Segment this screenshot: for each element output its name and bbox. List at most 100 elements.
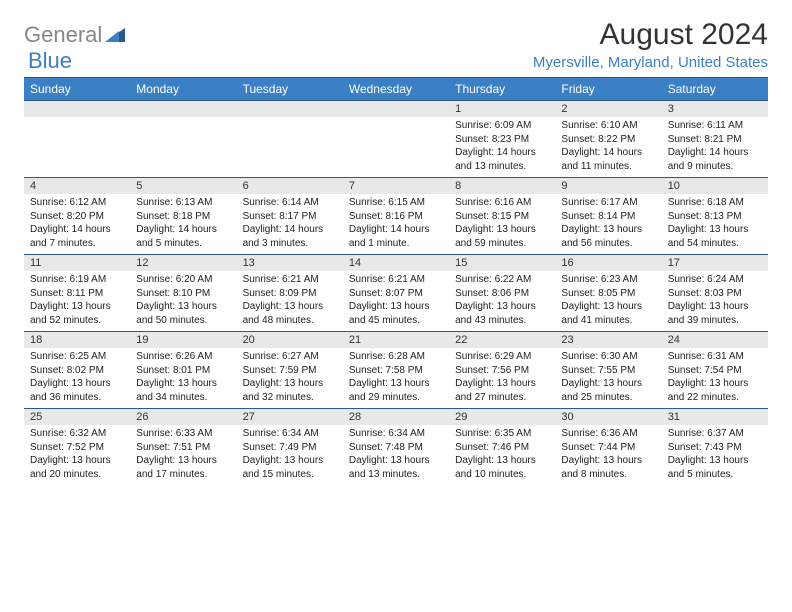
- sunset-text: Sunset: 7:48 PM: [349, 441, 443, 455]
- sunrise-text: Sunrise: 6:17 AM: [561, 196, 655, 210]
- sunrise-text: Sunrise: 6:21 AM: [243, 273, 337, 287]
- day-number-cell: 4: [24, 178, 130, 195]
- day-detail-cell: Sunrise: 6:09 AMSunset: 8:23 PMDaylight:…: [449, 117, 555, 178]
- day-detail-cell: Sunrise: 6:37 AMSunset: 7:43 PMDaylight:…: [662, 425, 768, 485]
- sunrise-text: Sunrise: 6:15 AM: [349, 196, 443, 210]
- sunset-text: Sunset: 7:49 PM: [243, 441, 337, 455]
- day-number-cell: 23: [555, 332, 661, 349]
- daylight-text: Daylight: 13 hours and 22 minutes.: [668, 377, 762, 404]
- day-number-cell: 27: [237, 409, 343, 426]
- day-detail-cell: Sunrise: 6:25 AMSunset: 8:02 PMDaylight:…: [24, 348, 130, 409]
- column-header: Tuesday: [237, 78, 343, 101]
- daylight-text: Daylight: 13 hours and 8 minutes.: [561, 454, 655, 481]
- week-daynum-row: 11121314151617: [24, 255, 768, 272]
- sunset-text: Sunset: 8:05 PM: [561, 287, 655, 301]
- daylight-text: Daylight: 13 hours and 59 minutes.: [455, 223, 549, 250]
- day-number-cell: [237, 101, 343, 118]
- day-number-cell: 3: [662, 101, 768, 118]
- daylight-text: Daylight: 14 hours and 5 minutes.: [136, 223, 230, 250]
- day-detail-cell: [130, 117, 236, 178]
- daylight-text: Daylight: 13 hours and 15 minutes.: [243, 454, 337, 481]
- day-detail-cell: Sunrise: 6:13 AMSunset: 8:18 PMDaylight:…: [130, 194, 236, 255]
- daylight-text: Daylight: 13 hours and 25 minutes.: [561, 377, 655, 404]
- week-detail-row: Sunrise: 6:09 AMSunset: 8:23 PMDaylight:…: [24, 117, 768, 178]
- column-header: Wednesday: [343, 78, 449, 101]
- day-number-cell: 29: [449, 409, 555, 426]
- day-detail-cell: Sunrise: 6:30 AMSunset: 7:55 PMDaylight:…: [555, 348, 661, 409]
- day-detail-cell: Sunrise: 6:36 AMSunset: 7:44 PMDaylight:…: [555, 425, 661, 485]
- daylight-text: Daylight: 13 hours and 34 minutes.: [136, 377, 230, 404]
- day-detail-cell: Sunrise: 6:14 AMSunset: 8:17 PMDaylight:…: [237, 194, 343, 255]
- daylight-text: Daylight: 14 hours and 1 minute.: [349, 223, 443, 250]
- day-number-cell: [130, 101, 236, 118]
- daylight-text: Daylight: 13 hours and 20 minutes.: [30, 454, 124, 481]
- day-number-cell: 20: [237, 332, 343, 349]
- sunset-text: Sunset: 8:09 PM: [243, 287, 337, 301]
- daylight-text: Daylight: 13 hours and 29 minutes.: [349, 377, 443, 404]
- daylight-text: Daylight: 13 hours and 17 minutes.: [136, 454, 230, 481]
- sunset-text: Sunset: 8:18 PM: [136, 210, 230, 224]
- sunset-text: Sunset: 7:58 PM: [349, 364, 443, 378]
- sunset-text: Sunset: 8:22 PM: [561, 133, 655, 147]
- day-number-cell: 28: [343, 409, 449, 426]
- daylight-text: Daylight: 13 hours and 13 minutes.: [349, 454, 443, 481]
- day-detail-cell: [237, 117, 343, 178]
- week-daynum-row: 45678910: [24, 178, 768, 195]
- sunrise-text: Sunrise: 6:31 AM: [668, 350, 762, 364]
- week-daynum-row: 18192021222324: [24, 332, 768, 349]
- day-number-cell: 15: [449, 255, 555, 272]
- daylight-text: Daylight: 14 hours and 3 minutes.: [243, 223, 337, 250]
- sunrise-text: Sunrise: 6:18 AM: [668, 196, 762, 210]
- daylight-text: Daylight: 13 hours and 48 minutes.: [243, 300, 337, 327]
- day-detail-cell: Sunrise: 6:31 AMSunset: 7:54 PMDaylight:…: [662, 348, 768, 409]
- daylight-text: Daylight: 13 hours and 56 minutes.: [561, 223, 655, 250]
- sunset-text: Sunset: 7:56 PM: [455, 364, 549, 378]
- daylight-text: Daylight: 13 hours and 52 minutes.: [30, 300, 124, 327]
- day-number-cell: [24, 101, 130, 118]
- column-header: Friday: [555, 78, 661, 101]
- day-number-cell: 13: [237, 255, 343, 272]
- day-number-cell: 24: [662, 332, 768, 349]
- day-number-cell: 6: [237, 178, 343, 195]
- sunset-text: Sunset: 7:46 PM: [455, 441, 549, 455]
- sunrise-text: Sunrise: 6:34 AM: [349, 427, 443, 441]
- week-detail-row: Sunrise: 6:19 AMSunset: 8:11 PMDaylight:…: [24, 271, 768, 332]
- day-number-cell: 1: [449, 101, 555, 118]
- sunset-text: Sunset: 8:17 PM: [243, 210, 337, 224]
- logo-text-blue: Blue: [28, 48, 72, 74]
- day-number-cell: 8: [449, 178, 555, 195]
- sunrise-text: Sunrise: 6:35 AM: [455, 427, 549, 441]
- day-number-cell: 18: [24, 332, 130, 349]
- daylight-text: Daylight: 13 hours and 39 minutes.: [668, 300, 762, 327]
- daylight-text: Daylight: 13 hours and 36 minutes.: [30, 377, 124, 404]
- day-number-cell: 10: [662, 178, 768, 195]
- daylight-text: Daylight: 13 hours and 41 minutes.: [561, 300, 655, 327]
- sunset-text: Sunset: 7:52 PM: [30, 441, 124, 455]
- sunset-text: Sunset: 8:13 PM: [668, 210, 762, 224]
- day-number-cell: 21: [343, 332, 449, 349]
- daylight-text: Daylight: 13 hours and 27 minutes.: [455, 377, 549, 404]
- day-number-cell: [343, 101, 449, 118]
- sunrise-text: Sunrise: 6:19 AM: [30, 273, 124, 287]
- day-detail-cell: Sunrise: 6:11 AMSunset: 8:21 PMDaylight:…: [662, 117, 768, 178]
- sunrise-text: Sunrise: 6:30 AM: [561, 350, 655, 364]
- sunset-text: Sunset: 8:06 PM: [455, 287, 549, 301]
- day-detail-cell: Sunrise: 6:32 AMSunset: 7:52 PMDaylight:…: [24, 425, 130, 485]
- sunset-text: Sunset: 8:11 PM: [30, 287, 124, 301]
- day-number-cell: 19: [130, 332, 236, 349]
- daylight-text: Daylight: 13 hours and 43 minutes.: [455, 300, 549, 327]
- day-detail-cell: Sunrise: 6:29 AMSunset: 7:56 PMDaylight:…: [449, 348, 555, 409]
- week-daynum-row: 123: [24, 101, 768, 118]
- daylight-text: Daylight: 13 hours and 10 minutes.: [455, 454, 549, 481]
- header: General August 2024 Myersville, Maryland…: [24, 18, 768, 71]
- sunrise-text: Sunrise: 6:10 AM: [561, 119, 655, 133]
- day-number-cell: 26: [130, 409, 236, 426]
- week-daynum-row: 25262728293031: [24, 409, 768, 426]
- sunset-text: Sunset: 7:59 PM: [243, 364, 337, 378]
- day-detail-cell: Sunrise: 6:21 AMSunset: 8:07 PMDaylight:…: [343, 271, 449, 332]
- daylight-text: Daylight: 13 hours and 50 minutes.: [136, 300, 230, 327]
- sunrise-text: Sunrise: 6:34 AM: [243, 427, 337, 441]
- sunset-text: Sunset: 8:10 PM: [136, 287, 230, 301]
- day-detail-cell: Sunrise: 6:22 AMSunset: 8:06 PMDaylight:…: [449, 271, 555, 332]
- sunset-text: Sunset: 7:44 PM: [561, 441, 655, 455]
